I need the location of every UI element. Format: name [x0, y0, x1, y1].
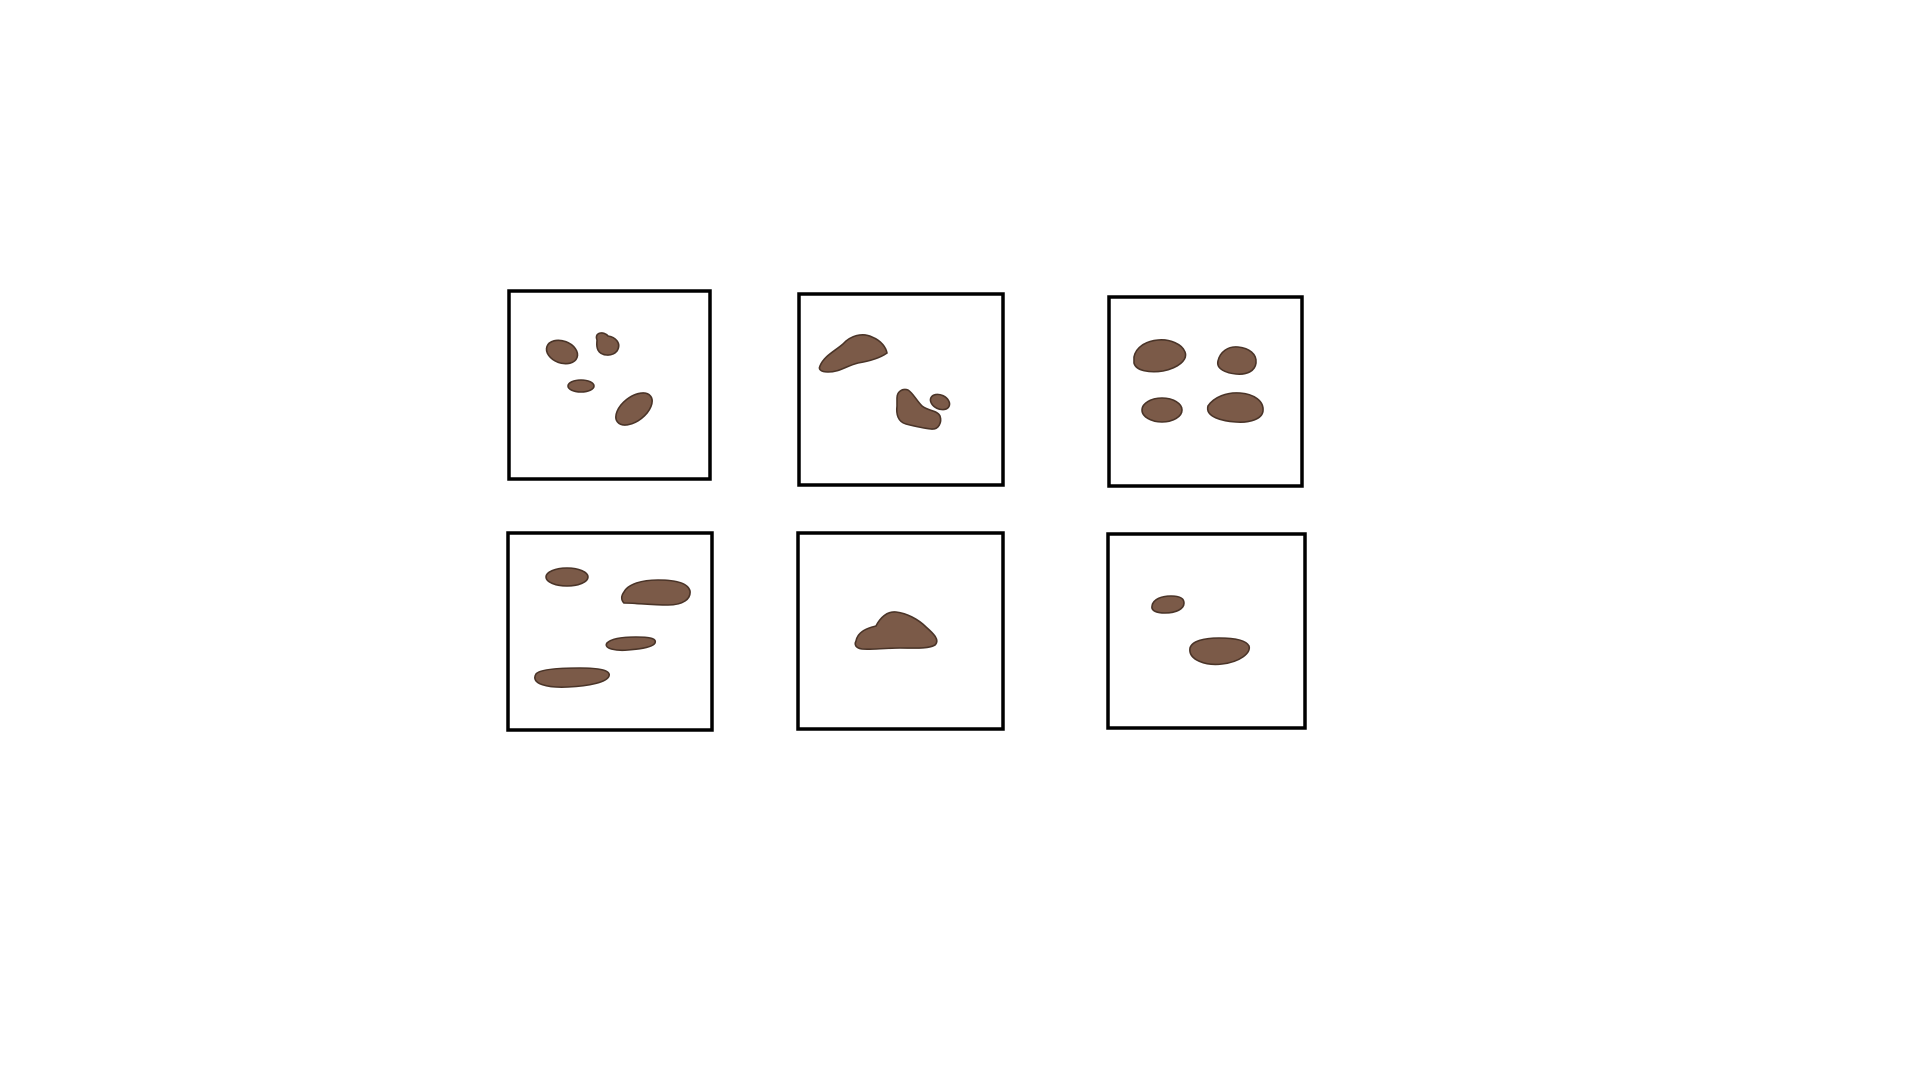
panel-frame	[1106, 532, 1307, 730]
blob	[545, 339, 579, 365]
blob	[854, 611, 938, 651]
blob	[818, 334, 888, 373]
blob	[1151, 595, 1185, 614]
panel-two-oval-blobs	[1106, 532, 1307, 730]
panel-four-small-blobs	[507, 289, 712, 481]
panel-frame	[797, 292, 1005, 487]
blob	[534, 667, 610, 688]
blob	[567, 379, 595, 393]
blob	[929, 393, 951, 411]
blob	[605, 636, 657, 652]
panel-frame	[506, 531, 714, 732]
blob	[545, 567, 589, 587]
panel-two-irregular-blobs	[797, 292, 1005, 487]
blob	[1189, 637, 1250, 666]
panel-frame	[507, 289, 712, 481]
blob	[895, 388, 942, 430]
blob	[1133, 339, 1187, 373]
blob	[620, 579, 691, 606]
panel-four-elongated-blobs	[506, 531, 714, 732]
panel-frame	[1107, 295, 1304, 488]
blob	[1216, 346, 1257, 375]
blob	[615, 392, 653, 426]
blob	[1206, 392, 1264, 423]
panel-one-large-blob	[796, 531, 1005, 731]
panel-four-round-blobs	[1107, 295, 1304, 488]
blob	[595, 332, 620, 356]
blob	[1141, 397, 1183, 423]
